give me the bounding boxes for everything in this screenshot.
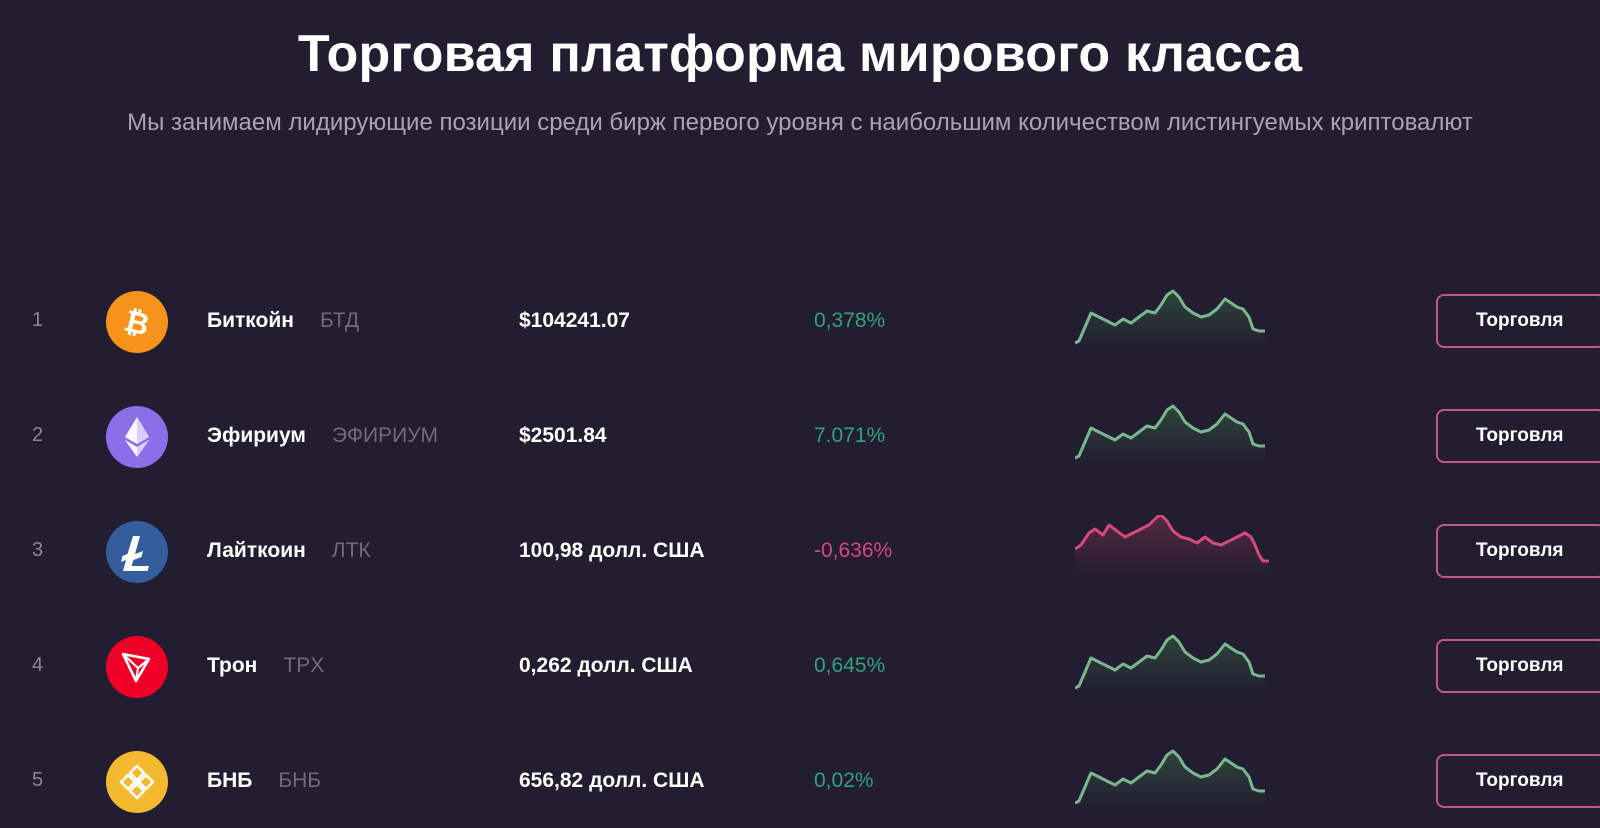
sparkline-line — [1075, 634, 1265, 690]
coin-name: Биткойн БТД — [207, 309, 359, 333]
coin-rank: 4 — [32, 654, 44, 676]
coin-name-text: Трон — [207, 654, 258, 677]
coin-ticker: TPX — [283, 654, 325, 677]
sparkline-area — [1075, 291, 1265, 349]
coin-change: -0,636% — [814, 539, 893, 562]
coin-name-text: Лайткоин — [207, 539, 306, 562]
coin-name: Трон TPX — [207, 654, 324, 678]
coin-price: 656,82 долл. США — [519, 769, 705, 792]
coin-rank: 5 — [32, 769, 44, 791]
coin-rank: 2 — [32, 424, 44, 446]
sparkline-line — [1075, 749, 1265, 805]
coin-name-text: Эфириум — [207, 424, 306, 447]
page-title: Торговая платформа мирового класса — [297, 25, 1303, 83]
sparkline-chart — [1075, 515, 1269, 579]
coin-change: 7.071% — [814, 424, 886, 447]
coin-price: 0,262 долл. США — [519, 654, 693, 677]
coin-list: 1 ₿ Биткойн БТД $104241.07 0,378% Торговл… — [0, 265, 1600, 828]
coin-name-text: БНБ — [207, 769, 253, 792]
svg-text:₿: ₿ — [121, 304, 153, 340]
trade-button[interactable]: Торговля — [1436, 754, 1600, 808]
coin-ticker: ЛТК — [331, 539, 371, 562]
coin-change: 0,02% — [814, 769, 874, 792]
trade-button[interactable]: Торговля — [1436, 524, 1600, 578]
trade-button[interactable]: Торговля — [1436, 639, 1600, 693]
bitcoin-icon: ₿ — [106, 291, 168, 353]
sparkline-chart — [1075, 634, 1265, 694]
coin-row: 2 Эфириум ЭФИРИУМ $2501.84 7.071% Торговл… — [0, 380, 1600, 495]
sparkline-line — [1075, 515, 1269, 563]
coin-change: 0,378% — [814, 309, 886, 332]
tron-icon — [106, 636, 168, 698]
coin-row: 4 Трон TPX 0,262 долл. США 0,645% Торговл… — [0, 610, 1600, 725]
ethereum-icon — [106, 406, 168, 468]
sparkline-line — [1075, 404, 1265, 460]
coin-name: БНБ БНБ — [207, 769, 321, 793]
sparkline-area — [1075, 636, 1265, 694]
coin-name: Эфириум ЭФИРИУМ — [207, 424, 438, 448]
sparkline-chart — [1075, 749, 1265, 809]
coin-rank: 3 — [32, 539, 44, 561]
coin-price: $104241.07 — [519, 309, 630, 332]
litecoin-icon — [106, 521, 168, 583]
coin-ticker: БНБ — [278, 769, 322, 792]
coin-rank: 1 — [32, 309, 44, 331]
page-subtitle: Мы занимаем лидирующие позиции среди бир… — [127, 109, 1473, 136]
sparkline-area — [1075, 406, 1265, 464]
coin-price: 100,98 долл. США — [519, 539, 705, 562]
sparkline-line — [1075, 289, 1265, 345]
coin-change: 0,645% — [814, 654, 886, 677]
coin-name: Лайткоин ЛТК — [207, 539, 371, 563]
coin-ticker: ЭФИРИУМ — [331, 424, 438, 447]
coin-row: 3 Лайткоин ЛТК 100,98 долл. США -0,636% Т… — [0, 495, 1600, 610]
bnb-icon — [106, 751, 168, 813]
sparkline-area — [1075, 515, 1269, 579]
sparkline-area — [1075, 751, 1265, 809]
coin-ticker: БТД — [319, 309, 360, 332]
coin-name-text: Биткойн — [207, 309, 294, 332]
trade-button[interactable]: Торговля — [1436, 409, 1600, 463]
trade-button[interactable]: Торговля — [1436, 294, 1600, 348]
coin-row: 5 БНБ БНБ 656,82 долл. США 0,02% Торговля — [0, 725, 1600, 828]
sparkline-chart — [1075, 289, 1265, 349]
coin-price: $2501.84 — [519, 424, 607, 447]
coin-row: 1 ₿ Биткойн БТД $104241.07 0,378% Торговл… — [0, 265, 1600, 380]
sparkline-chart — [1075, 404, 1265, 464]
